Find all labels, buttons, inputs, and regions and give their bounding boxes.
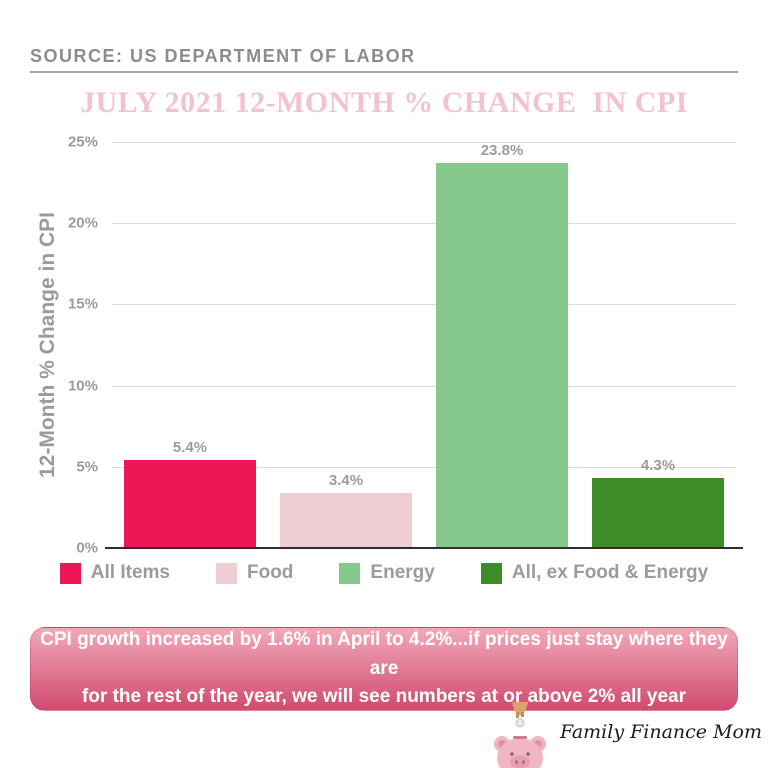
legend-label: Food <box>246 562 294 583</box>
bar-slot-1: 5.4% <box>112 142 268 548</box>
legend-swatch <box>339 562 361 584</box>
takeaway-banner: CPI growth increased by 1.6% in April to… <box>30 627 738 711</box>
legend-item-all-ex-food-energy: All, ex Food & Energy <box>480 562 709 584</box>
bars-row: 5.4% 3.4% 23.8% 4.3% <box>112 142 736 548</box>
divider-line <box>30 71 738 73</box>
legend: All Items Food Energy All, ex Food & Energy <box>0 562 768 584</box>
bar-energy <box>436 163 568 548</box>
bar-all-items <box>124 460 256 548</box>
legend-item-energy: Energy <box>339 562 435 584</box>
piggy-bank-icon <box>493 702 546 768</box>
y-tick-label: 15% <box>67 295 98 313</box>
gridline-10% <box>112 385 736 387</box>
bar-all-ex-food-energy <box>592 478 724 548</box>
legend-label: All Items <box>90 562 170 583</box>
bar-value-label: 4.3% <box>640 457 676 475</box>
y-tick-label: 5% <box>76 458 98 476</box>
legend-swatch <box>59 562 81 584</box>
legend-label: Energy <box>370 562 435 583</box>
gridline-15% <box>112 304 736 306</box>
y-tick-label: 25% <box>67 133 98 151</box>
brand-logo: Family Finance Mom <box>482 702 762 768</box>
y-tick-label: 20% <box>67 214 98 232</box>
y-tick-label: 10% <box>67 377 98 395</box>
banner-text-line2: for the rest of the year, we will see nu… <box>81 686 686 708</box>
source-attribution: SOURCE: US DEPARTMENT OF LABOR <box>30 46 416 66</box>
legend-swatch <box>215 562 237 584</box>
banner-text-line1: CPI growth increased by 1.6% in April to… <box>40 629 728 679</box>
gridline-20% <box>112 223 736 225</box>
bar-food <box>280 492 412 548</box>
brand-name: Family Finance Mom <box>559 721 762 743</box>
y-tick-label: 0% <box>76 539 98 557</box>
bar-value-label: 23.8% <box>480 142 524 159</box>
bar-slot-2: 3.4% <box>268 142 424 548</box>
gridline-5% <box>112 466 736 468</box>
y-axis-title: 12-Month % Change in CPI <box>36 211 59 479</box>
legend-swatch <box>480 562 502 584</box>
x-axis-baseline <box>105 547 743 549</box>
bar-value-label: 5.4% <box>172 439 208 457</box>
bar-value-label: 3.4% <box>328 471 364 489</box>
chart-title: JULY 2021 12-MONTH % CHANGE IN CPI <box>80 86 688 119</box>
gridline-25% <box>112 142 736 143</box>
bar-slot-3: 23.8% <box>424 142 580 548</box>
bar-slot-4: 4.3% <box>580 142 736 548</box>
legend-label: All, ex Food & Energy <box>511 562 709 583</box>
plot-area: 5.4% 3.4% 23.8% 4.3% 0% 5% 10% 15% 20% 25% <box>68 134 743 557</box>
legend-item-food: Food <box>215 562 294 584</box>
legend-item-all-items: All Items <box>59 562 170 584</box>
